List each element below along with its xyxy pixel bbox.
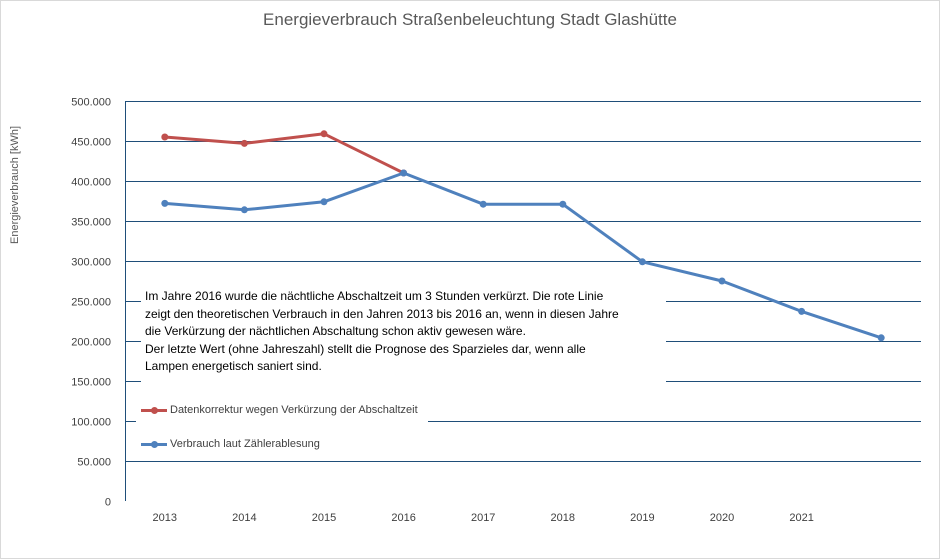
legend-label-metered: Verbrauch laut Zählerablesung bbox=[170, 438, 320, 450]
y-tick-label: 50.000 bbox=[77, 457, 111, 469]
x-tick-label: 2021 bbox=[789, 512, 813, 524]
y-tick-label: 100.000 bbox=[71, 417, 111, 429]
y-tick-label: 450.000 bbox=[71, 137, 111, 149]
legend-item-correction: Datenkorrektur wegen Verkürzung der Absc… bbox=[141, 402, 418, 418]
data-point bbox=[798, 307, 806, 315]
legend-swatch-blue bbox=[141, 439, 167, 449]
data-point bbox=[638, 258, 646, 266]
x-tick-label: 2020 bbox=[710, 512, 734, 524]
x-tick-label: 2016 bbox=[391, 512, 415, 524]
data-point bbox=[161, 133, 169, 141]
x-tick-label: 2018 bbox=[551, 512, 575, 524]
y-tick-label: 250.000 bbox=[71, 297, 111, 309]
x-tick-label: 2017 bbox=[471, 512, 495, 524]
y-tick-label: 400.000 bbox=[71, 177, 111, 189]
y-tick-label: 150.000 bbox=[71, 377, 111, 389]
chart-title: Energieverbrauch Straßenbeleuchtung Stad… bbox=[263, 10, 677, 29]
data-point bbox=[479, 200, 487, 208]
series-line-2 bbox=[164, 171, 882, 340]
data-point bbox=[877, 334, 885, 342]
y-tick-label: 200.000 bbox=[71, 337, 111, 349]
x-tick-label: 2019 bbox=[630, 512, 654, 524]
annotation-textbox: Im Jahre 2016 wurde die nächtliche Absch… bbox=[141, 285, 666, 385]
data-point bbox=[718, 277, 726, 285]
series-line-1 bbox=[164, 132, 405, 175]
x-tick-label: 2015 bbox=[312, 512, 336, 524]
x-tick-label: 2014 bbox=[232, 512, 256, 524]
data-point bbox=[240, 139, 248, 147]
data-point bbox=[240, 206, 248, 214]
data-point bbox=[320, 130, 328, 138]
annotation-line-3: die Verkürzung der nächtlichen Abschaltu… bbox=[145, 324, 526, 338]
y-tick-label: 350.000 bbox=[71, 217, 111, 229]
data-point bbox=[161, 199, 169, 207]
y-tick-label: 300.000 bbox=[71, 257, 111, 269]
legend-entry-bg-1 bbox=[136, 396, 428, 424]
data-point bbox=[559, 200, 567, 208]
legend-swatch-red bbox=[141, 405, 167, 415]
data-point bbox=[400, 169, 408, 177]
legend-label-correction: Datenkorrektur wegen Verkürzung der Absc… bbox=[170, 404, 418, 416]
legend-entry-bg-2 bbox=[136, 432, 326, 460]
data-point bbox=[320, 198, 328, 206]
y-tick-label: 0 bbox=[105, 497, 111, 509]
annotation-line-5: Lampen energetisch saniert sind. bbox=[145, 359, 322, 373]
x-tick-label: 2013 bbox=[153, 512, 177, 524]
annotation-line-1: Im Jahre 2016 wurde die nächtliche Absch… bbox=[145, 289, 604, 303]
legend-item-metered: Verbrauch laut Zählerablesung bbox=[141, 436, 320, 452]
annotation-line-2: zeigt den theoretischen Verbrauch in den… bbox=[145, 306, 619, 321]
annotation-line-4: Der letzte Wert (ohne Jahreszahl) stellt… bbox=[145, 341, 586, 356]
y-tick-label: 500.000 bbox=[71, 97, 111, 109]
